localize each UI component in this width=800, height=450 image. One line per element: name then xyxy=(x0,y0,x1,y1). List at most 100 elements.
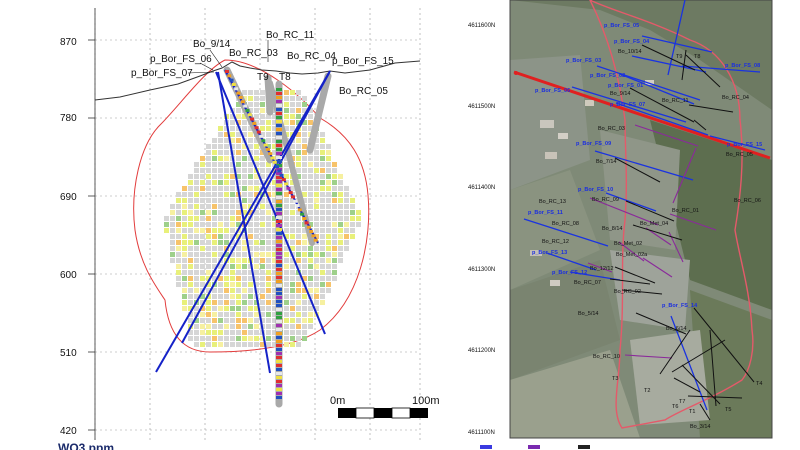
hole-label: Bo_3/14 xyxy=(690,424,711,430)
hole-label: T4 xyxy=(756,381,762,387)
cross-section-panel: 870 780 690 600 510 420 Bo_9/14 Bo_RC_11… xyxy=(58,8,440,450)
plan-view-panel: 4611600N 4611500N 4611400N 4611300N 4611… xyxy=(468,0,773,449)
drillhole-label: p_Bor_FS_15 xyxy=(332,56,394,67)
hole-label: Bo_RC_12 xyxy=(542,239,569,245)
ore-envelope-outline xyxy=(133,59,370,353)
drillhole-label: Bo_RC_11 xyxy=(266,30,315,41)
elevation-label: 600 xyxy=(60,270,77,281)
elevation-label: 690 xyxy=(60,192,77,203)
hole-label: p_Bor_FS_10 xyxy=(578,187,613,193)
drillhole-labels: Bo_9/14 Bo_RC_11 Bo_RC_03 p_Bor_FS_06 Bo… xyxy=(131,30,394,97)
hole-label: Bo_RC_07 xyxy=(574,280,601,286)
drill-trace-bo-rc-04 xyxy=(181,72,330,344)
hole-label: Bo_RC_11 xyxy=(662,98,689,104)
scale-bar-segment xyxy=(391,407,411,419)
legend-title: WO3 ppm xyxy=(58,441,114,450)
hole-label: p_Bor_FS_06 xyxy=(535,88,570,94)
scale-bar-segment xyxy=(410,408,428,418)
hole-label: Bo_5/14 xyxy=(578,311,599,317)
northing-label: 4611400N xyxy=(468,185,495,191)
northing-label: 4611600N xyxy=(468,23,495,29)
hole-label: Bo_Met_02a xyxy=(616,252,648,258)
hole-label: Bo_RC_05 xyxy=(726,152,753,158)
hole-label: Bo_RC_10 xyxy=(593,354,620,360)
hole-label: p_Bor_FS_13 xyxy=(532,250,567,256)
scale-bar-end-label: 100m xyxy=(412,395,440,407)
drillhole-label: T8 xyxy=(279,72,291,83)
topography-line xyxy=(94,60,421,101)
hole-label: Bo_8/14 xyxy=(602,226,623,232)
hole-label: Bo_Met_02 xyxy=(614,241,642,247)
hole-label: Bo_RC_04 xyxy=(722,95,749,101)
drillhole-label: Bo_RC_03 xyxy=(229,48,278,59)
hole-label: Bo_RC_02 xyxy=(614,289,641,295)
hole-label: Bo_6/14 xyxy=(666,326,687,332)
drillhole-label: p_Bor_FS_06 xyxy=(150,54,212,65)
drillhole-label: Bo_RC_04 xyxy=(287,51,336,62)
hole-label: p_Bor_FS_02 xyxy=(590,73,625,79)
drill-trace-p-bor-fs-15 xyxy=(155,70,331,373)
scale-bar-segment xyxy=(338,408,356,418)
plan-black-traces xyxy=(609,44,755,421)
plan-blue-traces xyxy=(523,0,766,411)
hole-label: p_Bor_FS_12 xyxy=(552,270,587,276)
hole-label: p_Bor_FS_05 xyxy=(604,23,639,29)
elevation-label: 870 xyxy=(60,37,77,48)
hole-label: p_Bor_FS_07 xyxy=(610,102,645,108)
elevation-label: 510 xyxy=(60,348,77,359)
assay-marks xyxy=(225,70,318,399)
label-leader xyxy=(199,62,214,71)
elevation-label: 780 xyxy=(60,113,77,124)
label-leader xyxy=(187,71,215,74)
drill-trace-p-bor-fs-07 xyxy=(217,71,271,374)
plan-legend-swatches xyxy=(480,445,590,449)
hole-label: T3 xyxy=(612,376,618,382)
drill-trace-bo-rc-05 xyxy=(306,72,332,154)
hole-label: T6 xyxy=(672,404,678,410)
hole-label: p_Bor_FS_15 xyxy=(727,142,762,148)
section-line-end-marker xyxy=(514,71,518,75)
elevation-label: 420 xyxy=(60,426,77,437)
elevation-axis: 870 780 690 600 510 420 xyxy=(60,37,77,437)
northing-label: 4611100N xyxy=(468,430,495,436)
hole-label: T9 xyxy=(676,54,682,60)
hole-label: Bo_RC_13 xyxy=(539,199,566,205)
hole-label: Bo_RC_03 xyxy=(598,126,625,132)
hole-label: p_Bor_FS_09 xyxy=(576,141,611,147)
hole-label: p_Bor_FS_04 xyxy=(614,39,650,45)
northing-label: 4611200N xyxy=(468,348,495,354)
project-boundary xyxy=(589,0,754,429)
hole-label: p_Bor_FS_11 xyxy=(528,210,563,216)
scale-bar-start-label: 0m xyxy=(330,395,345,407)
hole-label: p_Bor_FS_03 xyxy=(566,58,601,64)
hole-label: Bo_RC_06 xyxy=(734,198,761,204)
hole-label: Bo_RC_08 xyxy=(552,221,579,227)
hole-label: p_Bor_FS_08 xyxy=(725,63,760,69)
hole-label: Bo_10/14 xyxy=(618,49,642,55)
hole-label: T1 xyxy=(689,409,695,415)
hole-label: Bo_Met_04 xyxy=(640,221,668,227)
hole-label: Bo_RC_01 xyxy=(672,208,699,214)
drill-trace-p-bor-fs-06 xyxy=(215,71,326,335)
scale-bar: 0m 100m xyxy=(330,395,440,419)
plan-black-labels: Bo_10/14 T9 T8 Bo_9/14 Bo_RC_11 Bo_RC_04… xyxy=(539,49,762,430)
drillhole-label: Bo_9/14 xyxy=(193,39,231,50)
hole-label: T2 xyxy=(644,388,650,394)
map-frame xyxy=(509,0,773,439)
scale-bar-segment xyxy=(374,408,392,418)
label-leader xyxy=(209,49,223,68)
hole-label: Bo_7/14 xyxy=(596,159,617,165)
drillhole-label: p_Bor_FS_07 xyxy=(131,68,193,79)
drillhole-label: T9 xyxy=(257,72,269,83)
hole-label: T5 xyxy=(725,407,731,413)
scale-bar-segment xyxy=(355,407,375,419)
northing-label: 4611300N xyxy=(468,267,495,273)
drillhole-label: Bo_RC_05 xyxy=(339,86,388,97)
plan-blue-labels: p_Bor_FS_05 p_Bor_FS_04 p_Bor_FS_03 p_Bo… xyxy=(528,23,762,309)
hole-label: p_Bor_FS_01 xyxy=(608,83,643,89)
plan-purple-traces xyxy=(587,124,717,359)
hole-label: T8 xyxy=(694,54,700,60)
hole-label: T7 xyxy=(679,399,685,405)
northing-axis: 4611600N 4611500N 4611400N 4611300N 4611… xyxy=(468,23,495,436)
hole-label: Bo_RC_09 xyxy=(592,197,619,203)
